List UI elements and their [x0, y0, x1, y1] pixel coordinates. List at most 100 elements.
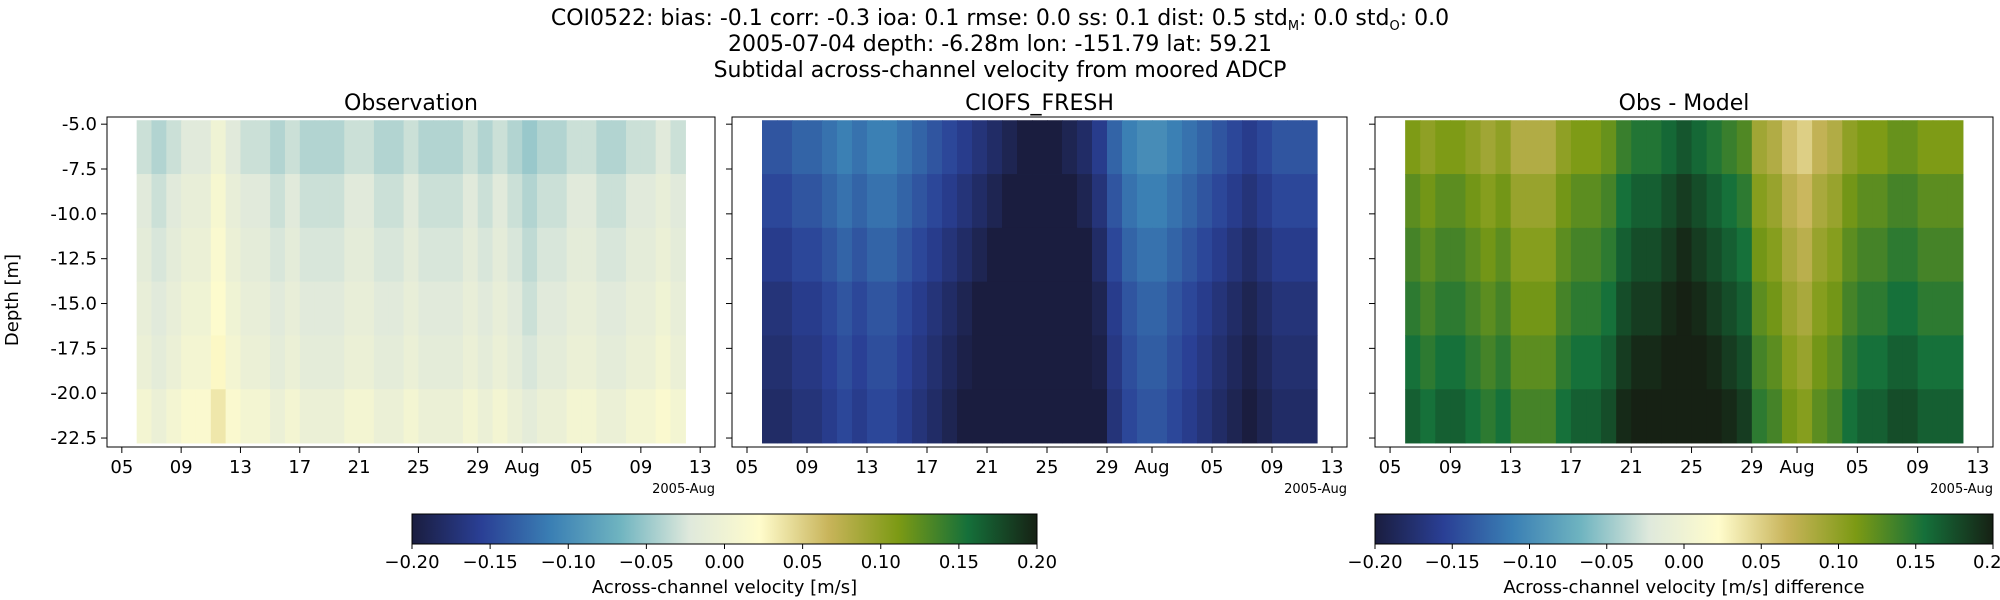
- heatmap-cell: [1887, 120, 1904, 175]
- heatmap-cell: [1242, 174, 1258, 229]
- heatmap-cell: [1272, 335, 1288, 390]
- heatmap-cell: [1480, 227, 1497, 283]
- heatmap-cell: [1887, 227, 1904, 283]
- heatmap-cell: [1586, 335, 1602, 390]
- heatmap-cell: [655, 281, 672, 336]
- heatmap-cell: [1227, 120, 1243, 175]
- heatmap-cells: [136, 120, 686, 444]
- heatmap-cell: [1152, 120, 1168, 175]
- heatmap-cell: [1917, 120, 1934, 175]
- heatmap-cell: [1002, 335, 1018, 390]
- heatmap-cell: [1167, 227, 1183, 283]
- heatmap-cell: [1616, 281, 1632, 336]
- y-tick-label: -17.5: [50, 338, 97, 359]
- heatmap-cell: [1167, 281, 1183, 336]
- heatmap-cell: [1661, 227, 1678, 283]
- heatmap-cell: [299, 281, 316, 336]
- heatmap-cell: [1857, 227, 1874, 283]
- heatmap-cell: [1257, 120, 1273, 175]
- heatmap-cell: [777, 227, 793, 283]
- heatmap-cell: [1480, 335, 1497, 390]
- heatmap-cell: [957, 174, 973, 229]
- heatmap-cell: [1420, 227, 1436, 283]
- heatmap-cell: [912, 120, 928, 175]
- heatmap-cell: [181, 389, 197, 444]
- heatmap-cell: [1570, 389, 1587, 444]
- heatmap-cell: [299, 227, 316, 283]
- heatmap-cell: [1661, 174, 1678, 229]
- heatmap-cell: [1947, 174, 1964, 229]
- heatmap-cell: [136, 227, 153, 283]
- heatmap-cell: [640, 227, 657, 283]
- x-tick-label: 09: [170, 457, 193, 478]
- heatmap-cell: [1302, 389, 1318, 444]
- heatmap-cell: [1812, 120, 1828, 175]
- heatmap-cell: [1812, 174, 1828, 229]
- x-tick-label: Aug: [1779, 457, 1814, 478]
- heatmap-cell: [1691, 227, 1708, 283]
- heatmap-cell: [1047, 281, 1063, 336]
- heatmap-cell: [837, 335, 853, 390]
- x-tick-label: 05: [1846, 457, 1869, 478]
- heatmap-cell: [987, 281, 1003, 336]
- heatmap-cell: [151, 335, 167, 390]
- heatmap-cell: [1182, 281, 1198, 336]
- colorbar-tick-label: 0.10: [861, 552, 901, 573]
- heatmap-cell: [882, 389, 898, 444]
- heatmap-cell: [897, 174, 913, 229]
- heatmap-cell: [611, 227, 627, 283]
- heatmap-cell: [626, 389, 642, 444]
- heatmap-cell: [1827, 120, 1843, 175]
- title-description-line: Subtidal across-channel velocity from mo…: [714, 58, 1287, 83]
- x-tick-label: 09: [629, 457, 652, 478]
- heatmap-cell: [1077, 389, 1093, 444]
- heatmap-cell: [477, 120, 494, 175]
- heatmap-cell: [1122, 335, 1138, 390]
- heatmap-cell: [927, 174, 943, 229]
- heatmap-cell: [1842, 120, 1858, 175]
- heatmap-cell: [403, 281, 420, 336]
- heatmap-cell: [1092, 281, 1108, 336]
- plot-frame: [106, 116, 716, 448]
- heatmap-cell: [1570, 227, 1587, 283]
- heatmap-cell: [867, 120, 883, 175]
- heatmap-cell: [1287, 120, 1303, 175]
- heatmap-cell: [655, 227, 672, 283]
- heatmap-cell: [1017, 120, 1033, 175]
- heatmap-cell: [1766, 335, 1783, 390]
- heatmap-cell: [1902, 335, 1919, 390]
- heatmap-cell: [1435, 227, 1451, 283]
- heatmap-cell: [1032, 335, 1048, 390]
- heatmap-cell: [1570, 174, 1587, 229]
- heatmap-cell: [1435, 389, 1451, 444]
- heatmap-cell: [1480, 174, 1497, 229]
- heatmap-cell: [1302, 174, 1318, 229]
- heatmap-cell: [670, 281, 686, 336]
- heatmap-cell: [195, 389, 212, 444]
- heatmap-cell: [314, 335, 331, 390]
- heatmap-cell: [1555, 389, 1572, 444]
- heatmap-cell: [1736, 335, 1753, 390]
- heatmap-cell: [418, 335, 434, 390]
- colorbar-gradient: [411, 513, 1038, 545]
- heatmap-cell: [403, 389, 420, 444]
- heatmap-cell: [1691, 281, 1708, 336]
- heatmap-cell: [448, 335, 464, 390]
- heatmap-cell: [942, 120, 958, 175]
- heatmap-cell: [1601, 335, 1617, 390]
- x-tick-label: 13: [689, 457, 712, 478]
- x-tick-label: 17: [288, 457, 311, 478]
- heatmap-cell: [1917, 335, 1934, 390]
- heatmap-cell: [1631, 335, 1647, 390]
- heatmap-cell: [837, 174, 853, 229]
- heatmap-cell: [1002, 174, 1018, 229]
- heatmap-cell: [837, 120, 853, 175]
- heatmap-cell: [655, 120, 672, 175]
- heatmap-cell: [1676, 227, 1693, 283]
- heatmap-cell: [166, 281, 182, 336]
- heatmap-cell: [1242, 120, 1258, 175]
- heatmap-cell: [822, 120, 838, 175]
- heatmap-cell: [611, 120, 627, 175]
- heatmap-cell: [1047, 227, 1063, 283]
- heatmap-cell: [1827, 335, 1843, 390]
